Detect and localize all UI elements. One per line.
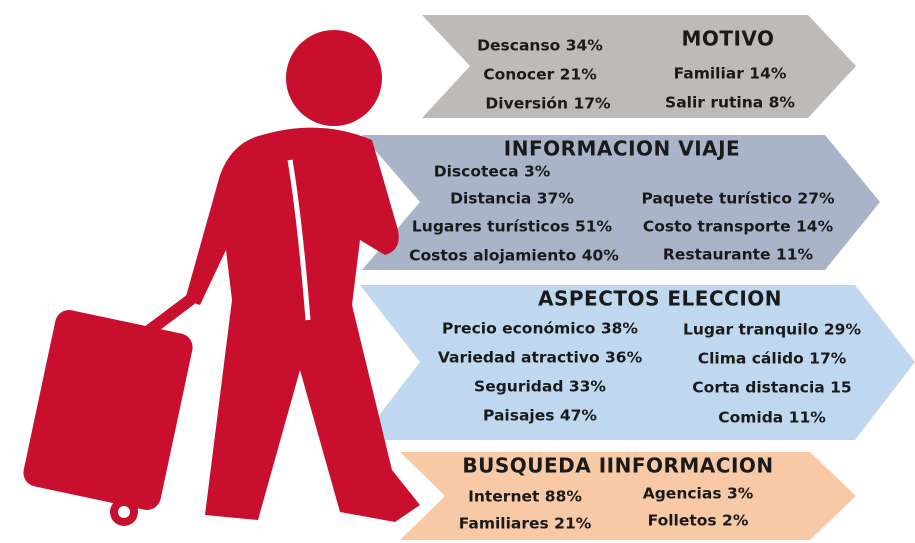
infographic: MOTIVO Descanso 34% Conocer 21% Diversión 1…: [0, 0, 915, 543]
item-text: Familiar 14%: [674, 65, 787, 83]
body: [185, 128, 420, 522]
item-text: Salir rutina 8%: [665, 94, 795, 112]
item-text: Seguridad 33%: [474, 378, 606, 396]
item-text: Lugares turísticos 51%: [412, 218, 613, 236]
section-title: INFORMACION VIAJE: [504, 137, 740, 161]
head: [286, 30, 382, 126]
item-text: Agencias 3%: [643, 485, 754, 503]
section-title: BUSQUEDA IINFORMACION: [462, 454, 773, 478]
item-text: Discoteca 3%: [434, 163, 551, 181]
item-text: Familiares 21%: [459, 515, 592, 533]
item-text: Restaurante 11%: [663, 246, 814, 264]
section-title: MOTIVO: [681, 27, 774, 51]
item-text: Folletos 2%: [648, 512, 749, 530]
item-text: Paisajes 47%: [483, 407, 597, 425]
item-text: Diversión 17%: [485, 95, 611, 113]
section-title: ASPECTOS ELECCION: [538, 287, 782, 311]
item-text: Corta distancia 15: [692, 379, 851, 397]
handle: [150, 300, 190, 330]
item-text: Precio económico 38%: [442, 320, 638, 338]
item-text: Comida 11%: [718, 409, 826, 427]
page: MOTIVO Descanso 34% Conocer 21% Diversión 1…: [0, 0, 915, 543]
item-text: Descanso 34%: [477, 37, 603, 55]
item-text: Conocer 21%: [483, 66, 597, 84]
item-text: Internet 88%: [468, 488, 582, 506]
traveler-figure: [21, 30, 420, 526]
suitcase: [21, 307, 195, 512]
item-text: Clima cálido 17%: [698, 350, 847, 368]
item-text: Distancia 37%: [450, 190, 574, 208]
wheel-hub: [118, 506, 130, 518]
item-text: Lugar tranquilo 29%: [683, 321, 861, 339]
item-text: Costos alojamiento 40%: [409, 247, 619, 265]
item-text: Costo transporte 14%: [643, 218, 834, 236]
item-text: Variedad atractivo 36%: [438, 349, 643, 367]
item-text: Paquete turístico 27%: [641, 190, 835, 208]
